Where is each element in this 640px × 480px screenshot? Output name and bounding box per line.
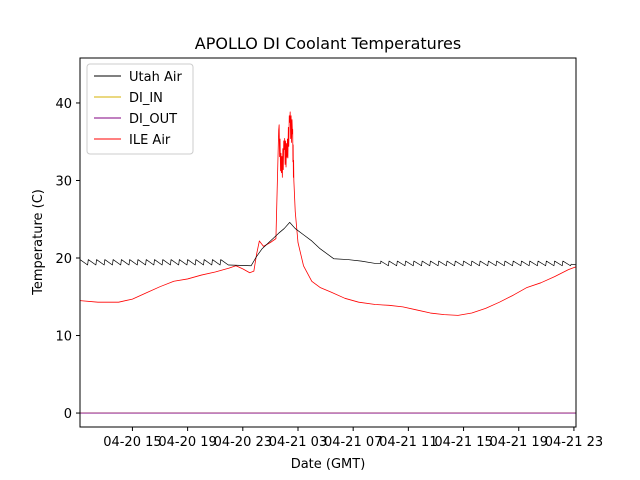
legend-label: DI_IN bbox=[129, 91, 163, 106]
x-axis-label: Date (GMT) bbox=[291, 457, 366, 472]
x-tick-label: 04-21 07 bbox=[324, 435, 382, 450]
series-line-ile-air bbox=[80, 111, 576, 316]
series-line-utah-air bbox=[80, 221, 576, 267]
legend-box bbox=[86, 63, 194, 155]
y-tick-label: 10 bbox=[55, 330, 72, 345]
legend-label: DI_OUT bbox=[129, 112, 177, 127]
x-tick-label: 04-21 03 bbox=[269, 435, 327, 450]
chart-title: APOLLO DI Coolant Temperatures bbox=[195, 34, 461, 53]
y-tick-label: 20 bbox=[55, 252, 72, 267]
y-tick-label: 30 bbox=[55, 174, 72, 189]
legend-label: Utah Air bbox=[129, 70, 182, 85]
y-tick-label: 0 bbox=[64, 407, 72, 422]
x-tick-label: 04-21 11 bbox=[379, 435, 437, 450]
legend: Utah Air DI_IN DI_OUT ILE Air bbox=[86, 63, 194, 155]
x-tick-label: 04-20 19 bbox=[158, 435, 216, 450]
x-tick-label: 04-21 23 bbox=[545, 435, 603, 450]
x-tick-label: 04-21 15 bbox=[434, 435, 492, 450]
y-axis-label: Temperature (C) bbox=[31, 189, 46, 296]
x-tick-label: 04-21 19 bbox=[490, 435, 548, 450]
legend-label: ILE Air bbox=[129, 133, 171, 148]
plot-frame bbox=[79, 57, 577, 428]
x-tick-label: 04-20 23 bbox=[214, 435, 272, 450]
x-tick-label: 04-20 15 bbox=[103, 435, 161, 450]
y-tick-label: 40 bbox=[55, 97, 72, 112]
